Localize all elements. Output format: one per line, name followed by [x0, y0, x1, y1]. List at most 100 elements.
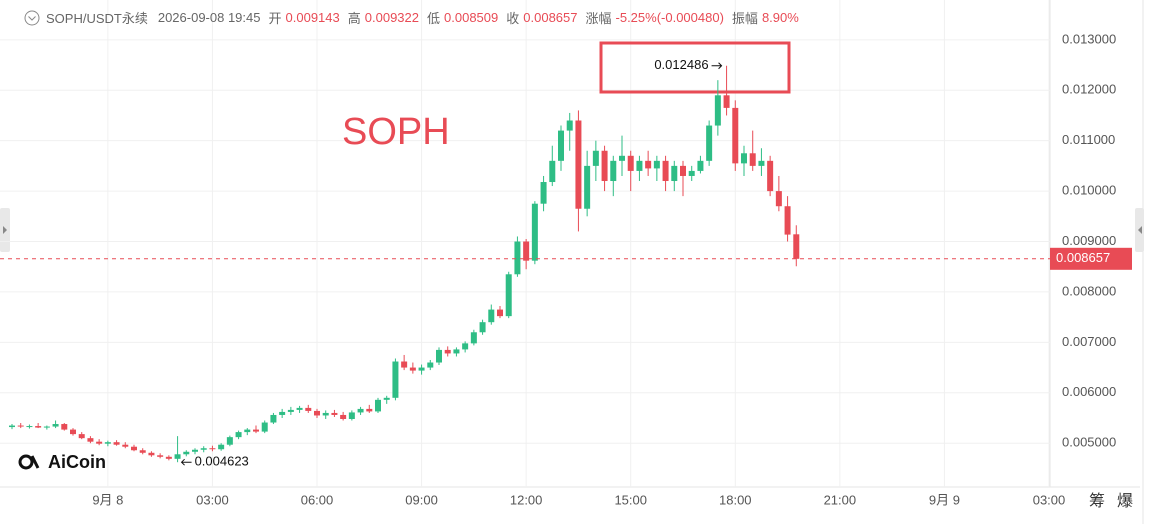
y-tick-label: 0.012000	[1062, 82, 1116, 97]
candle-body	[540, 182, 547, 204]
candle-body	[575, 120, 582, 209]
max-arrow	[711, 62, 723, 70]
candle-body	[192, 449, 198, 452]
candle-body	[427, 362, 434, 368]
high-value: 0.009322	[364, 10, 419, 25]
min-arrow	[180, 458, 192, 466]
candle-body	[775, 191, 782, 207]
last-price-label: 0.008657	[1056, 250, 1110, 265]
candle-body	[35, 426, 42, 428]
x-tick-label: 12:00	[510, 492, 543, 507]
candle-body	[523, 241, 530, 261]
candle-body	[261, 422, 268, 432]
logo-icon	[18, 454, 34, 470]
candle-body	[87, 438, 94, 442]
candle-body	[767, 160, 774, 192]
candle-body	[706, 125, 713, 161]
candle-body	[645, 160, 652, 169]
candle-body	[244, 429, 251, 433]
y-tick-label: 0.008000	[1062, 283, 1116, 298]
candle-body	[784, 206, 791, 235]
candle-body	[165, 456, 172, 459]
candle-body	[732, 107, 739, 164]
x-tick-label: 15:00	[614, 492, 647, 507]
candle-body	[122, 444, 129, 447]
candle-body	[392, 361, 399, 398]
candle-body	[688, 170, 695, 176]
candle-body	[183, 451, 190, 455]
close-value: 0.008657	[523, 10, 578, 25]
candle-body	[531, 203, 538, 261]
candle-body	[270, 414, 277, 423]
min-price-label: 0.004623	[195, 454, 249, 469]
candle-body	[584, 165, 591, 209]
change-label: 涨幅	[585, 11, 612, 26]
low-value: 0.008509	[444, 10, 499, 25]
symbol: SOPH/USDT永续	[46, 11, 148, 26]
candle-body	[497, 309, 503, 317]
watermark: SOPH	[342, 111, 450, 153]
y-tick-label: 0.006000	[1062, 384, 1116, 399]
candle-body	[174, 454, 181, 459]
candle-body	[226, 437, 233, 445]
candle-body	[43, 426, 50, 428]
candle-body	[514, 241, 521, 275]
candle-body	[610, 160, 617, 182]
candle-body	[340, 414, 347, 419]
x-tick-label: 9月 8	[92, 492, 123, 507]
max-price-label: 0.012486	[654, 57, 708, 72]
candle-body	[383, 397, 390, 400]
candle-body	[401, 361, 408, 368]
y-tick-label: 0.009000	[1062, 233, 1116, 248]
candle-body	[723, 95, 730, 108]
open-value: 0.009143	[285, 10, 340, 25]
candle-body	[9, 425, 15, 428]
candle-body	[357, 408, 364, 413]
candle-body	[453, 349, 460, 354]
candle-body	[348, 412, 355, 419]
candle-body	[96, 441, 103, 444]
candle-body	[78, 434, 85, 439]
candle-body	[296, 407, 303, 410]
candle-body	[253, 429, 259, 432]
candle-body	[409, 367, 416, 371]
candle-body	[470, 332, 477, 344]
x-tick-label: 06:00	[301, 492, 334, 507]
low-label: 低	[427, 11, 441, 26]
y-tick-label: 0.005000	[1062, 435, 1116, 450]
candle-body	[26, 426, 33, 428]
x-tick-label: 21:00	[824, 492, 857, 507]
candle-body	[52, 424, 59, 427]
candle-body	[418, 367, 425, 371]
candle-body	[279, 411, 286, 415]
open-label: 开	[268, 11, 282, 26]
logo-icon	[30, 455, 40, 469]
candle-body	[287, 409, 294, 412]
candle-body	[741, 153, 747, 164]
left-tab-arrow	[3, 226, 7, 234]
candle-body	[627, 155, 634, 171]
candle-body	[462, 343, 469, 350]
candle-body	[662, 160, 669, 182]
logo: AiCoin	[18, 452, 106, 472]
candle-body	[636, 160, 643, 171]
x-tick-label: 18:00	[719, 492, 752, 507]
candle-body	[70, 429, 76, 435]
time: 2026-09-08 19:45	[157, 10, 261, 25]
amplitude-label: 振幅	[731, 11, 758, 26]
collapse-icon[interactable]	[24, 10, 40, 26]
candle-body	[235, 432, 242, 438]
x-tick-label: 9月 9	[929, 492, 960, 507]
side-button[interactable]: 爆	[1117, 491, 1133, 510]
candle-body	[17, 425, 24, 427]
candle-body	[714, 95, 721, 126]
candle-body	[200, 448, 207, 450]
candle-body	[148, 452, 155, 456]
candle-body	[444, 349, 451, 354]
y-tick-label: 0.011000	[1062, 132, 1115, 147]
side-button[interactable]: 筹	[1089, 492, 1105, 510]
candle-body	[505, 274, 512, 317]
candle-body	[653, 160, 660, 169]
candle-body	[697, 160, 704, 171]
